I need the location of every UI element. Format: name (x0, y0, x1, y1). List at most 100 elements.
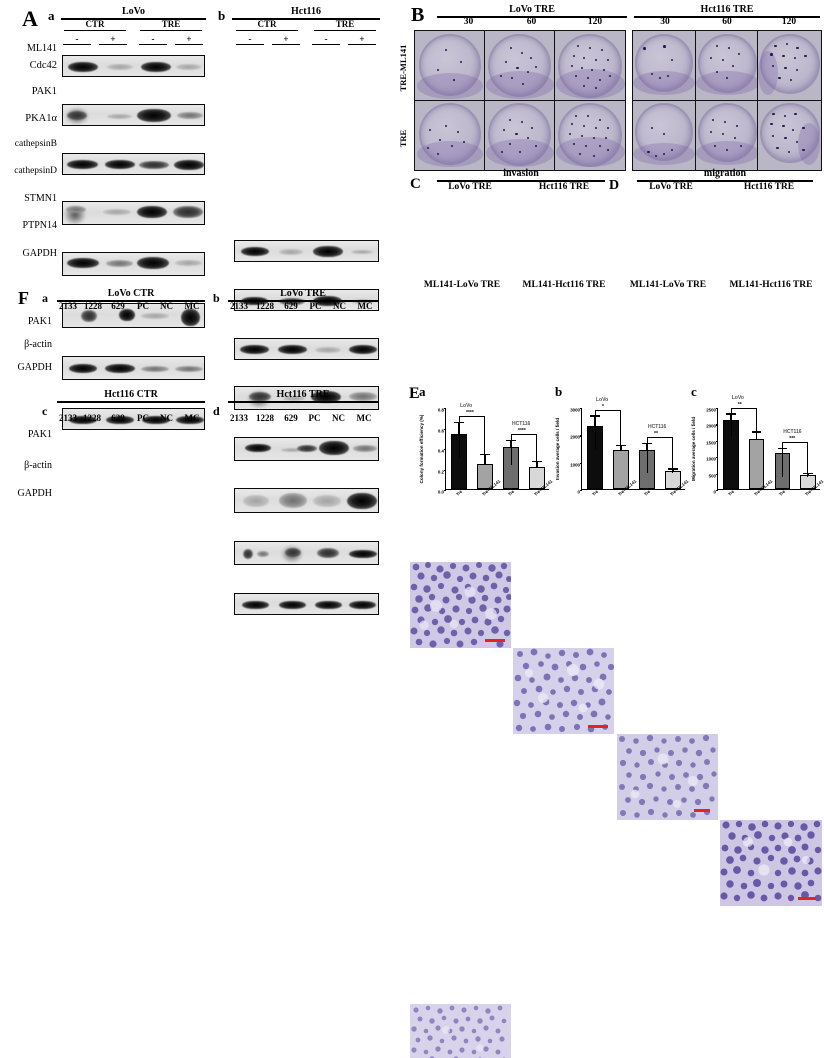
panel-d-assay-title: migration (637, 168, 813, 182)
blot-lovo-gapdh (62, 408, 205, 430)
panel-f-c-row-gapdh: GAPDH (17, 488, 52, 499)
chart-bar (451, 434, 467, 489)
chart-error-bar (510, 441, 512, 447)
scale-bar (694, 809, 710, 812)
panel-b-hct116-time-60: 60 (722, 17, 732, 27)
panel-c-letter: C (410, 176, 421, 192)
field-invasion-lovo-tre (410, 562, 511, 648)
panel-f-letter: F (18, 288, 29, 308)
blot-lovo-stmn1 (62, 303, 205, 328)
plate-lovo-ml141-30 (415, 31, 486, 100)
chart-x-tick-label: Tre (507, 488, 516, 497)
panel-c-col-title-hct116: Hct116 TRE (538, 182, 590, 192)
chart-y-tick-mark (715, 424, 718, 426)
panel-f-d-lane-pc: PC (308, 413, 321, 423)
panel-a-row-label-cathepsind: cathepsinD (14, 166, 57, 176)
panel-b-hct116-time-120: 120 (781, 17, 797, 27)
plate-hct116-ml141-120 (758, 31, 821, 100)
panel-d-col-title-lovo: LoVo TRE (649, 182, 693, 192)
plate-hct116-ml141-30 (633, 31, 696, 100)
panel-a-row-label-ptpn14: PTPN14 (22, 220, 57, 231)
chart-bar (748, 438, 765, 489)
panel-a-hct116-lane-1: - (236, 34, 264, 45)
panel-a-lovo-lane-3: - (139, 34, 167, 45)
field-migration-hct116-tre (720, 820, 822, 906)
chart-significance-bracket (511, 434, 537, 466)
chart-y-axis-label: Invasion average cells / field (555, 417, 560, 481)
plate-lovo-ml141-60 (485, 31, 556, 100)
chart-error-cap (506, 440, 516, 442)
panel-a-hct116-tre-label: TRE (314, 19, 376, 31)
panel-a-lovo-ctr-label: CTR (64, 19, 126, 31)
chart-x-tick-label: Tre (455, 488, 464, 497)
panel-f-b-lane-mc: MC (357, 301, 373, 311)
panel-c-assay-title: invasion (437, 168, 605, 182)
panel-c-col-title-lovo: LoVo TRE (448, 182, 492, 192)
panel-f-a-lane-1228: 1228 (84, 301, 102, 311)
blot-hct116-ptpn14 (234, 541, 379, 565)
chart-significance-marker: *** (789, 435, 796, 442)
panel-a-lovo-lane-1: - (63, 34, 91, 45)
panel-a-hct116-lane-3: - (312, 34, 340, 45)
panel-f-c-row-bactin: β-actin (24, 460, 52, 471)
field-invasion-hct116-tre (513, 648, 614, 734)
panel-a-lovo-tre-label: TRE (140, 19, 202, 31)
panel-f-d-lane-nc: NC (332, 413, 345, 423)
chart-y-tick-label: 2500 (706, 407, 716, 413)
panel-f-a-lane-mc: MC (184, 301, 200, 311)
panel-d-col-title-hct116: Hct116 TRE (743, 182, 795, 192)
chart-y-tick-mark (715, 473, 718, 475)
chart-invasion-average-cells: b Invasion average cells / field 0 1000 2000… (551, 384, 689, 528)
field-invasion-ml141-lovo-tre (410, 1004, 511, 1058)
blot-lovo-pak1 (62, 104, 205, 126)
chart-error-bar (484, 455, 486, 464)
chart-group-label: HCT116 (648, 423, 667, 430)
chart-y-tick-mark (579, 435, 582, 437)
panel-f-a-lane-629: 629 (111, 301, 125, 311)
chart-y-tick-label: 0 (577, 489, 580, 495)
chart-y-tick-mark (443, 490, 446, 492)
panel-f-a-row-gapdh: GAPDH (17, 362, 52, 373)
chart-group-label: HCT116 (512, 421, 531, 428)
chart-y-tick-mark (579, 490, 582, 492)
panel-f-b-title: LoVo TRE (228, 288, 378, 302)
chart-y-tick-mark (443, 428, 446, 430)
panel-a-ml141-label: ML141 (27, 43, 57, 54)
chart-group-label: LoVo (596, 396, 609, 403)
chart-error-bar (730, 414, 732, 420)
panel-f-a-lane-2133: 2133 (59, 301, 77, 311)
chart-y-tick-label: 0.8 (437, 407, 444, 413)
panel-a-letter: A (22, 6, 38, 31)
panel-f-c-row-pak1: PAK1 (27, 429, 52, 440)
panel-a-sub-b-letter: b (218, 8, 226, 23)
chart-bar (613, 450, 629, 489)
chart-significance-bracket (459, 416, 485, 459)
chart-y-tick-mark (443, 469, 446, 471)
panel-a-hct116-ctr-label: CTR (236, 19, 298, 31)
chart-y-tick-label: 1500 (706, 440, 716, 446)
blot-hct116-cdc42 (234, 240, 379, 262)
chart-y-tick-mark (715, 408, 718, 410)
chart-y-tick-mark (715, 440, 718, 442)
panel-b-lovo-time-60: 60 (526, 17, 537, 27)
panel-e-letter: E (409, 385, 420, 402)
panel-f-b-lane-nc: NC (333, 301, 346, 311)
chart-y-tick-mark (579, 408, 582, 410)
panel-f-b-lane-2133: 2133 (230, 301, 248, 311)
chart-plot-area: 0 500 1000 1500 2000 2500 ** *** (706, 402, 820, 495)
panel-a-row-label-pak1: PAK1 (31, 86, 57, 97)
panel-f-sub-d-letter: d (213, 404, 220, 418)
chart-plot-area: 0 1000 2000 3000 * ** (570, 404, 685, 495)
panel-f-sub-c-letter: c (42, 404, 48, 418)
panel-f-c-lane-2133: 2133 (59, 413, 77, 423)
panel-f-c-lane-pc: PC (137, 413, 149, 423)
chart-bar (477, 463, 493, 489)
chart-error-bar (756, 432, 758, 439)
chart-y-tick-label: 500 (708, 473, 716, 479)
plate-lovo-ml141-120 (555, 31, 625, 100)
panel-f-d-lane-2133: 2133 (230, 413, 248, 423)
panel-c-row2-title-lovo: ML141-LoVo TRE (423, 280, 501, 290)
chart-bar (587, 425, 603, 489)
panel-a-hct116-title: Hct116 (232, 6, 380, 20)
panel-f-d-lane-629: 629 (284, 413, 298, 423)
